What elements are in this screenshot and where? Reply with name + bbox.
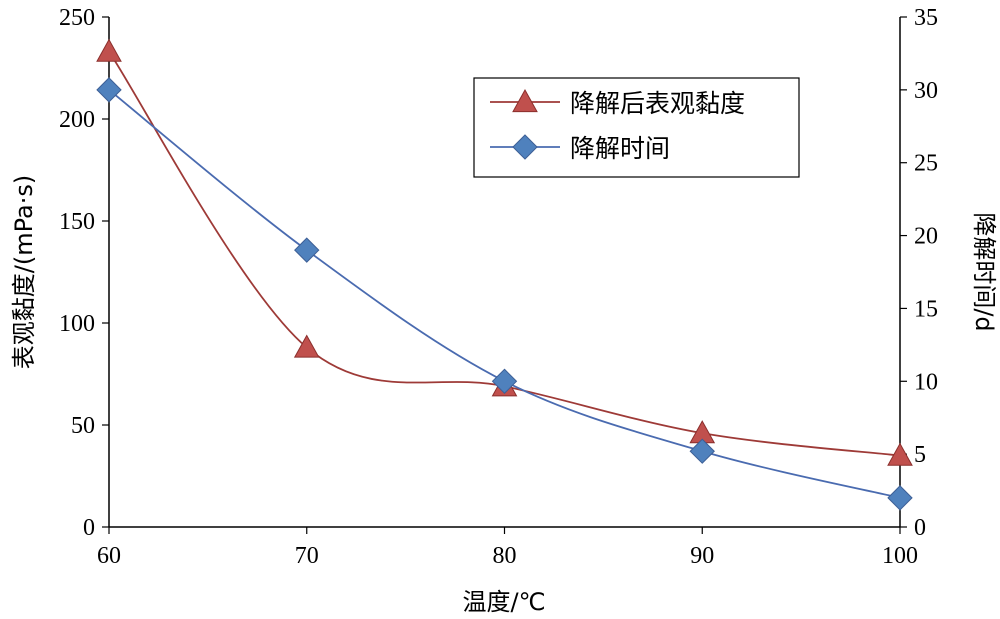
y-right-tick-label: 25 bbox=[914, 151, 938, 177]
y-left-tick-label: 150 bbox=[59, 209, 95, 235]
y-left-axis-title: 表观黏度/(mPa·s) bbox=[10, 175, 38, 369]
legend-marker-0 bbox=[512, 88, 538, 113]
series-line-0 bbox=[108, 51, 901, 457]
legend-marker-1 bbox=[512, 134, 538, 160]
y-right-tick-label: 15 bbox=[914, 296, 938, 322]
y-right-axis-title: 降解时间/d bbox=[970, 212, 998, 331]
x-tick-label: 100 bbox=[882, 543, 918, 569]
x-tick-label: 90 bbox=[690, 543, 714, 569]
y-left-tick-label: 200 bbox=[59, 107, 95, 133]
series-1 bbox=[96, 77, 913, 511]
data-point-0 bbox=[96, 38, 122, 62]
legend-label-viscosity: 降解后表观黏度 bbox=[570, 89, 745, 118]
y-left-tick-label: 0 bbox=[83, 515, 95, 541]
data-point-1 bbox=[294, 237, 320, 263]
data-point-1 bbox=[689, 438, 715, 464]
y-right-tick-label: 0 bbox=[914, 515, 926, 541]
y-left-tick-label: 250 bbox=[59, 5, 95, 31]
y-right-tick-label: 20 bbox=[914, 224, 938, 250]
y-left-tick-label: 50 bbox=[71, 413, 95, 439]
legend-items bbox=[490, 88, 560, 160]
legend: 降解后表观黏度 降解时间 bbox=[473, 77, 800, 178]
y-left-tick-label: 100 bbox=[59, 311, 95, 337]
x-ticks: 60 70 80 90 100 bbox=[97, 527, 918, 569]
series-0 bbox=[96, 38, 913, 466]
y-right-tick-label: 30 bbox=[914, 78, 938, 104]
data-point-1 bbox=[491, 368, 518, 394]
x-axis-title: 温度/℃ bbox=[462, 588, 545, 616]
legend-label-degradation-time: 降解时间 bbox=[570, 134, 670, 163]
y-right-tick-label: 5 bbox=[914, 442, 926, 468]
x-tick-label: 70 bbox=[295, 543, 319, 569]
y-left-ticks: 0 50 100 150 200 250 bbox=[59, 5, 109, 541]
y-right-tick-label: 35 bbox=[914, 5, 938, 31]
data-point-1 bbox=[96, 77, 122, 103]
data-point-0 bbox=[887, 442, 913, 466]
data-point-0 bbox=[293, 334, 320, 358]
y-right-tick-label: 10 bbox=[914, 369, 938, 395]
x-tick-label: 60 bbox=[97, 543, 121, 569]
series-layer bbox=[96, 38, 913, 511]
y-right-ticks: 0 5 10 15 20 25 30 35 bbox=[900, 5, 938, 541]
legend-box bbox=[473, 77, 800, 178]
data-point-1 bbox=[887, 485, 913, 511]
x-tick-label: 80 bbox=[493, 543, 517, 569]
